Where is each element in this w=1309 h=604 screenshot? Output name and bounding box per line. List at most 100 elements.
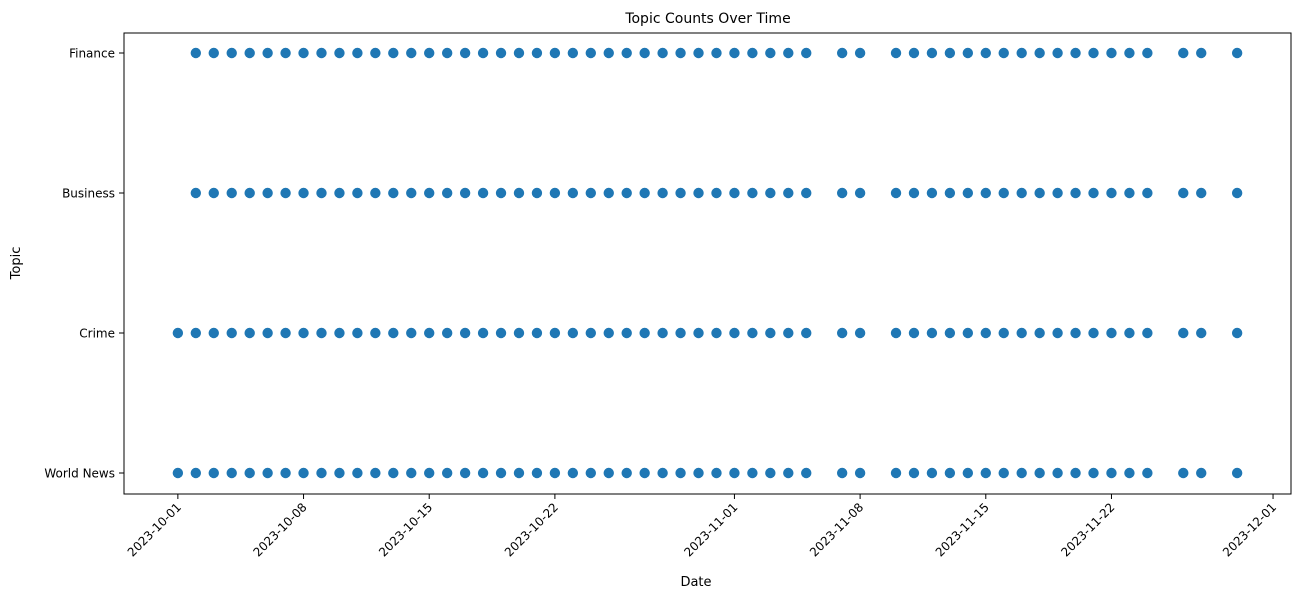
data-point <box>549 187 561 199</box>
data-point <box>226 467 237 479</box>
data-point <box>352 467 363 479</box>
data-point <box>352 47 363 59</box>
data-point <box>406 187 417 199</box>
data-point <box>1088 187 1099 199</box>
data-point <box>693 327 704 339</box>
data-point <box>926 467 938 479</box>
data-point <box>1034 467 1045 479</box>
data-point <box>783 327 794 339</box>
data-point <box>567 327 579 339</box>
x-tick-label: 2023-10-22 <box>502 500 561 559</box>
y-tick-label: Finance <box>69 47 115 61</box>
data-point <box>890 327 902 339</box>
data-point <box>1106 47 1117 59</box>
data-point <box>370 187 381 199</box>
data-point <box>765 467 776 479</box>
data-point <box>352 187 363 199</box>
data-point <box>244 47 255 59</box>
data-point <box>926 327 938 339</box>
data-point <box>424 327 435 339</box>
data-point <box>980 47 991 59</box>
data-point <box>226 47 237 59</box>
data-point <box>675 467 686 479</box>
data-point <box>1070 327 1081 339</box>
data-point <box>944 47 956 59</box>
x-tick-label: 2023-11-01 <box>681 500 740 559</box>
data-point <box>316 187 327 199</box>
data-point <box>1124 467 1135 479</box>
data-point <box>513 327 525 339</box>
data-point <box>998 327 1009 339</box>
data-point <box>531 467 543 479</box>
data-point <box>1034 187 1045 199</box>
data-point <box>711 187 722 199</box>
data-point <box>836 327 848 339</box>
data-point <box>352 327 363 339</box>
data-point <box>531 327 543 339</box>
x-tick-label: 2023-11-22 <box>1058 500 1117 559</box>
data-point <box>729 187 740 199</box>
data-point <box>244 187 255 199</box>
data-point <box>567 467 579 479</box>
data-point <box>783 187 794 199</box>
data-point <box>621 467 632 479</box>
data-point <box>585 47 596 59</box>
data-point <box>980 187 991 199</box>
data-point <box>890 47 902 59</box>
data-point <box>1231 467 1243 479</box>
data-point <box>244 467 255 479</box>
y-tick-label: World News <box>44 467 115 481</box>
data-point <box>441 47 453 59</box>
data-point <box>1178 47 1189 59</box>
data-point <box>1196 327 1207 339</box>
data-point <box>657 467 668 479</box>
data-point <box>370 467 381 479</box>
data-point <box>729 47 740 59</box>
data-point <box>675 47 686 59</box>
data-point <box>1142 47 1153 59</box>
data-point <box>836 467 848 479</box>
data-point <box>926 47 938 59</box>
data-point <box>783 47 794 59</box>
data-point <box>280 47 291 59</box>
data-point <box>477 47 489 59</box>
data-point <box>693 467 704 479</box>
data-point <box>316 467 327 479</box>
data-point <box>1052 187 1063 199</box>
data-point <box>334 467 345 479</box>
data-point <box>1016 467 1027 479</box>
data-point <box>908 187 920 199</box>
data-point <box>388 187 399 199</box>
data-point <box>1231 47 1243 59</box>
data-point <box>262 467 273 479</box>
data-point <box>1106 467 1117 479</box>
data-point <box>190 47 202 59</box>
data-point <box>495 327 507 339</box>
data-point <box>441 187 453 199</box>
data-point <box>1034 47 1045 59</box>
y-axis-label: Topic <box>9 247 24 281</box>
data-point <box>711 47 722 59</box>
data-point <box>801 47 812 59</box>
data-point <box>1016 187 1027 199</box>
data-point <box>1106 327 1117 339</box>
data-point <box>980 467 991 479</box>
data-point <box>549 327 561 339</box>
data-point <box>1016 327 1027 339</box>
data-point <box>890 467 902 479</box>
data-point <box>801 467 812 479</box>
data-point <box>459 187 471 199</box>
data-point <box>531 187 543 199</box>
x-tick-label: 2023-10-15 <box>376 500 435 559</box>
data-point <box>1106 187 1117 199</box>
data-point <box>639 327 650 339</box>
data-point <box>208 467 219 479</box>
x-axis-label: Date <box>680 575 711 590</box>
x-axis: 2023-10-01 2023-10-08 2023-10-15 2023-10-22… <box>125 494 1279 559</box>
data-point <box>441 327 453 339</box>
data-point <box>495 47 507 59</box>
data-point <box>441 467 453 479</box>
data-point <box>406 467 417 479</box>
x-tick-label: 2023-11-15 <box>933 500 992 559</box>
data-point <box>1178 327 1189 339</box>
